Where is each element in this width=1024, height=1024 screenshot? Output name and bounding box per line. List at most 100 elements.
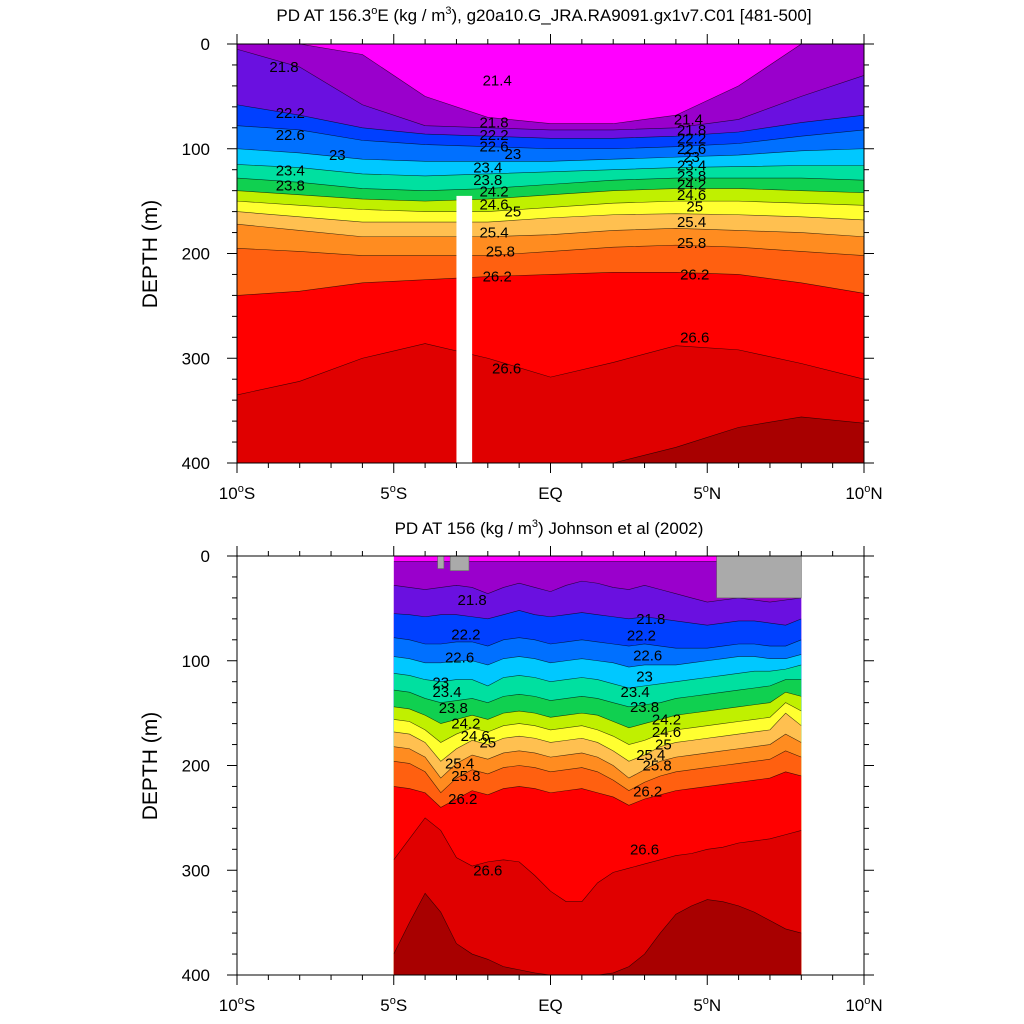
top-isopycnal-26.6 <box>237 343 864 396</box>
top-isopycnal-21.8 <box>237 48 864 131</box>
top-contour-label-1: 21.4 <box>483 73 512 90</box>
bottom-contour-label-12: 26.6 <box>473 862 502 879</box>
top-contour-label-6: 23.8 <box>276 177 305 194</box>
bottom-contour-label-6: 24.2 <box>451 716 480 733</box>
bottom-isopycnal-22.6 <box>393 637 802 649</box>
top-contour-labels: 21.821.422.222.62323.423.821.822.222.623… <box>269 59 709 378</box>
panel-top-title-sup: 3 <box>445 5 451 17</box>
top-contour-label-4: 23 <box>329 147 346 164</box>
top-contour-label-8: 22.2 <box>479 127 508 144</box>
bottom-mask-0 <box>437 555 445 569</box>
bottom-isopycnal-26.6 <box>393 817 802 902</box>
top-contour-label-16: 25.4 <box>479 225 508 242</box>
top-contour-label-18: 26.2 <box>483 269 512 286</box>
bottom-isopycnal-23 <box>393 654 802 668</box>
bottom-contour-label-4: 23.4 <box>432 684 461 701</box>
top-fills <box>237 44 864 463</box>
bottom-ytick-label-400: 400 <box>182 966 210 985</box>
bottom-contour-lines <box>393 560 802 975</box>
bottom-xtick-label-1: 5oS <box>380 995 407 1015</box>
plot-area-bottom: 21.822.222.62323.423.824.224.62525.425.8… <box>182 546 883 1015</box>
bottom-contour-label-24: 26.2 <box>633 784 662 801</box>
top-contour-label-3: 22.6 <box>276 127 305 144</box>
top-xtick-label-2: EQ <box>538 484 563 503</box>
plot-area-top: 21.821.422.222.62323.423.821.822.222.623… <box>182 34 883 503</box>
bottom-contour-label-19: 24.2 <box>652 711 681 728</box>
bottom-isopycnal-21.8 <box>393 580 802 603</box>
top-contour-label-7: 21.8 <box>479 115 508 132</box>
top-contour-label-5: 23.4 <box>276 163 305 180</box>
top-ytick-label-100: 100 <box>182 140 210 159</box>
panel-top: PD AT 156.3oE (kg / m3), g20a10.G_JRA.RA… <box>139 5 883 503</box>
bottom-contour-label-2: 22.6 <box>445 650 474 667</box>
bottom-isopycnal-27 <box>393 892 802 975</box>
bottom-ytick-label-200: 200 <box>182 757 210 776</box>
top-isopycnal-22.2 <box>237 104 864 139</box>
top-isopycnal-25.4 <box>237 223 864 238</box>
top-isopycnal-24.2 <box>237 188 864 202</box>
bottom-contour-label-20: 24.6 <box>652 724 681 741</box>
bottom-ytick-label-300: 300 <box>182 861 210 880</box>
bottom-contour-label-15: 22.6 <box>633 648 662 665</box>
top-ticks: 0 100 200 300 400 10oS 5oS EQ 5oN 10oN <box>182 34 883 503</box>
bottom-isopycnal-26.2 <box>393 771 802 808</box>
panel-bottom-title: PD AT 156 (kg / m3) Johnson et al (2002) <box>395 518 704 538</box>
bottom-isopycnal-24.2 <box>393 691 802 729</box>
panel-top-ylabel: DEPTH (m) <box>139 200 162 309</box>
bottom-isopycnal-25.4 <box>393 733 802 779</box>
bottom-xtick-label-4: 10oN <box>845 995 882 1015</box>
top-isopycnal-25 <box>237 211 864 223</box>
bottom-contour-label-3: 23 <box>432 675 449 692</box>
bottom-band-27 <box>393 893 802 975</box>
bottom-contour-label-17: 23.4 <box>621 684 650 701</box>
top-mask-0 <box>456 195 473 463</box>
bottom-contour-labels: 21.822.222.62323.423.824.224.62525.425.8… <box>432 592 681 879</box>
top-contour-label-30: 25.4 <box>677 214 706 231</box>
top-contour-label-0: 21.8 <box>269 59 298 76</box>
panel-top-title-post: ), g20a10.G_JRA.RA9091.gx1v7.C01 [481-50… <box>452 6 812 25</box>
top-xtick-label-1: 5oS <box>380 483 407 503</box>
top-contour-label-20: 21.4 <box>674 111 703 128</box>
panel-top-title-mid: E (kg / m <box>377 6 445 25</box>
top-xtick-label-3: 5oN <box>693 483 721 503</box>
top-contour-label-21: 21.8 <box>677 122 706 139</box>
bottom-ytick-label-100: 100 <box>182 652 210 671</box>
bottom-mask-1 <box>449 555 470 571</box>
panel-bottom-title-post: ) Johnson et al (2002) <box>538 519 703 538</box>
top-contour-label-11: 23.4 <box>473 160 502 177</box>
top-xtick-label-0: 10oS <box>219 483 255 503</box>
top-contour-label-24: 23 <box>683 149 700 166</box>
panel-top-title-pre: PD AT 156.3 <box>276 6 371 25</box>
top-isopycnal-26.2 <box>237 272 864 296</box>
bottom-contour-label-18: 23.8 <box>630 699 659 716</box>
bottom-xtick-label-2: EQ <box>538 996 563 1015</box>
top-contour-label-23: 22.6 <box>677 141 706 158</box>
top-contour-label-32: 26.2 <box>680 266 709 283</box>
bottom-contour-label-25: 26.6 <box>630 841 659 858</box>
top-contour-label-12: 23.8 <box>473 172 502 189</box>
bottom-contour-label-8: 25 <box>479 734 496 751</box>
top-contour-label-13: 24.2 <box>479 184 508 201</box>
panel-top-title: PD AT 156.3oE (kg / m3), g20a10.G_JRA.RA… <box>276 5 811 25</box>
top-band-26.6 <box>237 343 864 463</box>
bottom-isopycnal-24.6 <box>393 702 802 745</box>
bottom-contour-label-13: 21.8 <box>636 611 665 628</box>
bottom-isopycnal-25 <box>393 712 802 762</box>
bottom-contour-label-14: 22.2 <box>627 628 656 645</box>
bottom-contour-label-11: 26.2 <box>448 791 477 808</box>
top-contour-label-14: 24.6 <box>479 196 508 213</box>
top-contour-label-17: 25.8 <box>486 243 515 260</box>
top-contour-label-10: 23 <box>505 146 522 163</box>
top-ytick-label-200: 200 <box>182 245 210 264</box>
top-contour-label-2: 22.2 <box>276 105 305 122</box>
bottom-contour-label-5: 23.8 <box>439 700 468 717</box>
bottom-mask-2 <box>716 555 802 599</box>
top-ytick-label-400: 400 <box>182 454 210 473</box>
bottom-fills <box>393 556 802 975</box>
panel-bottom-ylabel: DEPTH (m) <box>139 712 162 821</box>
bottom-contour-label-16: 23 <box>636 668 653 685</box>
top-ytick-label-300: 300 <box>182 349 210 368</box>
panel-bottom-title-pre: PD AT 156 (kg / m <box>395 519 532 538</box>
top-isopycnal-24.6 <box>237 200 864 212</box>
